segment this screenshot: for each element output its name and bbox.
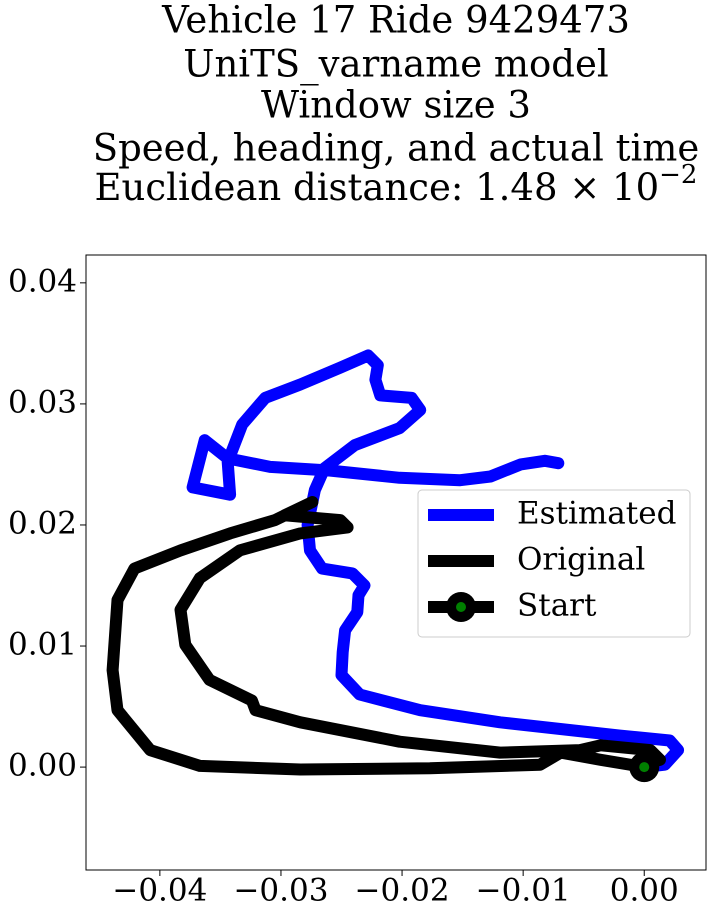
title-text: Euclidean distance: 1.48 × 10 <box>95 166 660 209</box>
legend-label: Original <box>517 542 645 578</box>
start-marker-center <box>639 762 650 773</box>
plot-area <box>106 349 685 783</box>
x-tick-label: −0.03 <box>233 873 328 909</box>
x-tick-label: −0.01 <box>476 873 571 909</box>
y-tick-label: 0.01 <box>8 627 77 663</box>
legend-label: Estimated <box>517 496 676 532</box>
x-tick-label: 0.00 <box>610 873 679 909</box>
series-line <box>106 496 666 776</box>
x-tick-label: −0.02 <box>355 873 450 909</box>
title-line: Speed, heading, and actual time <box>93 127 700 170</box>
axes: −0.04 −0.03 −0.02 −0.01 0.00 0.00 0.01 0.02 0.03… <box>8 263 679 908</box>
y-tick-label: 0.02 <box>8 505 77 541</box>
legend-marker-center <box>456 602 466 612</box>
axes-frame <box>85 254 707 871</box>
title-line: Vehicle 17 Ride 9429473 <box>161 0 630 42</box>
y-tick-label: 0.04 <box>8 263 77 299</box>
legend: Estimated Original Start <box>417 489 691 638</box>
title-exponent: −2 <box>659 160 697 190</box>
title-line: UniTS_varname model <box>183 43 608 87</box>
title-line: Window size 3 <box>261 84 531 127</box>
y-tick-label: 0.03 <box>8 384 77 420</box>
x-tick-label: −0.04 <box>112 873 207 909</box>
series-line <box>186 349 685 774</box>
legend-label: Start <box>517 588 597 624</box>
title-line: Euclidean distance: 1.48 × 10−2 <box>95 160 698 209</box>
y-tick-label: 0.00 <box>8 748 77 784</box>
legend-box <box>417 489 691 638</box>
